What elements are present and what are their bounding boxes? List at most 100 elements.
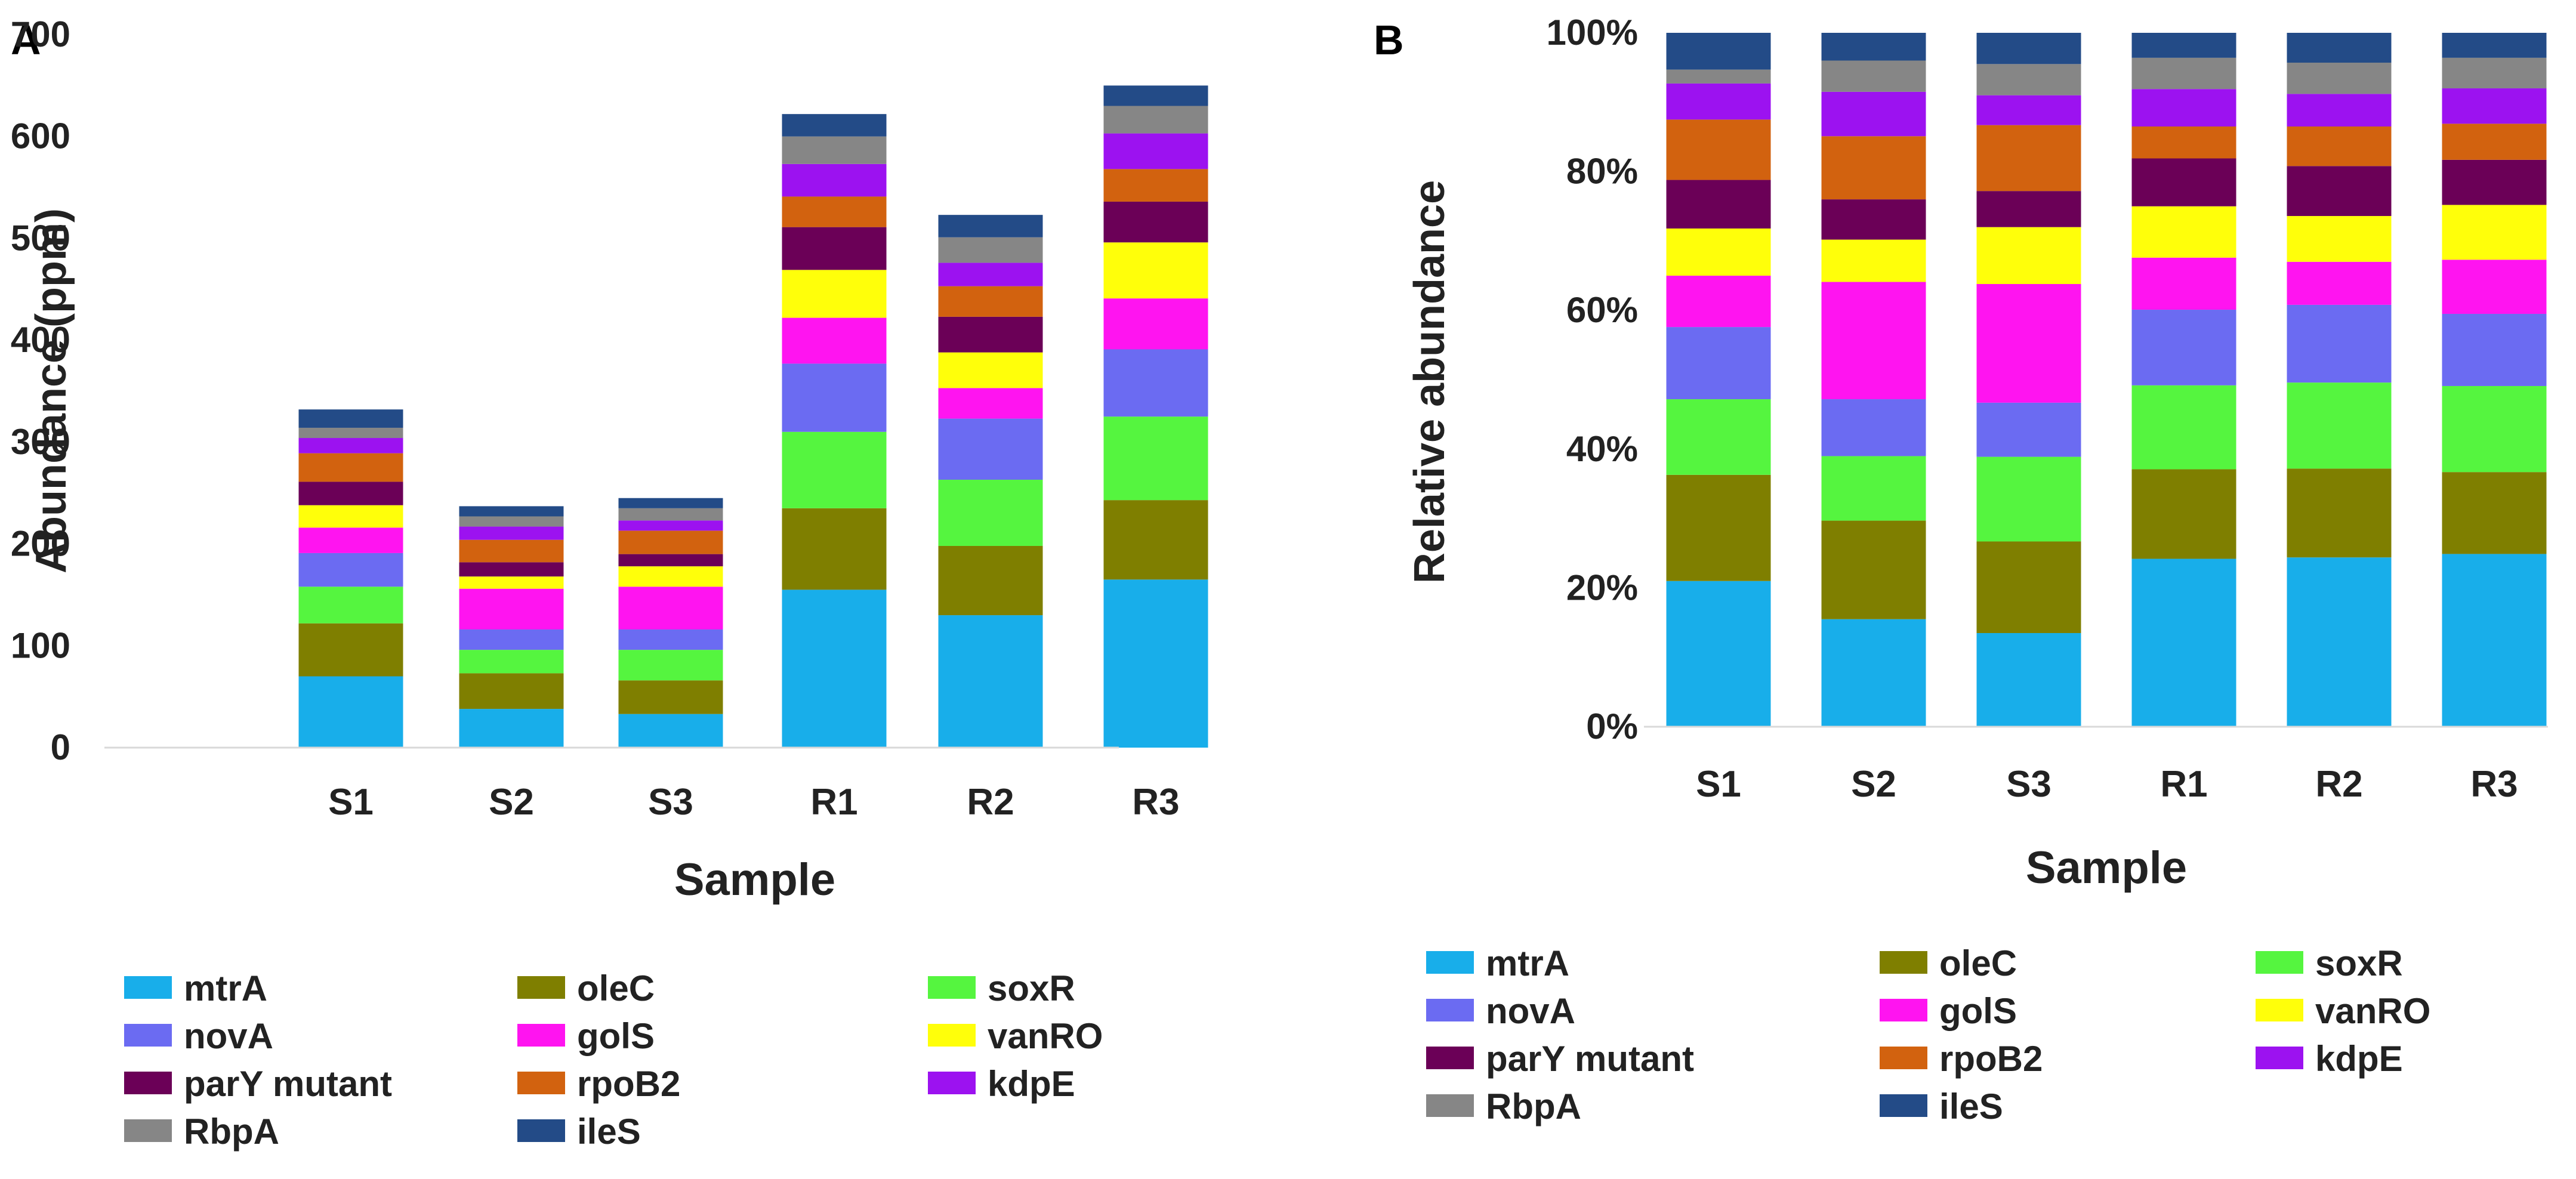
bar-segment-b-R2-vanRO: [2287, 216, 2392, 262]
bar-segment-a-S1-mtrA: [298, 676, 403, 748]
bar-segment-a-S1-golS: [298, 527, 403, 553]
bar-segment-b-R1-mtrA: [2131, 558, 2236, 727]
bar-segment-a-S3-rpoB2: [618, 530, 723, 554]
bar-segment-b-S2-ileS: [1821, 33, 1926, 61]
bar-segment-b-S1-oleC: [1666, 474, 1771, 581]
bar-segment-b-R2-novA: [2287, 304, 2392, 383]
bar-segment-b-R3-novA: [2442, 314, 2547, 386]
bar-segment-b-R3-vanRO: [2442, 205, 2547, 260]
bar-segment-a-R1-vanRO: [782, 270, 887, 318]
bar-segment-b-S3-novA: [1976, 402, 2081, 457]
legend-swatch-b: [1880, 1094, 1927, 1117]
bar-segment-b-R3-rpoB2: [2442, 124, 2547, 160]
legend-swatch-a: [928, 976, 976, 999]
x-tick-label-a: S1: [328, 782, 374, 823]
bar-segment-b-S1-vanRO: [1666, 228, 1771, 276]
bar-segment-b-S3-golS: [1976, 284, 2081, 403]
bar-segment-b-S1-kdpE: [1666, 83, 1771, 120]
bar-segment-b-S2-parY-mutant: [1821, 199, 1926, 240]
bar-segment-a-S3-parY-mutant: [618, 554, 723, 567]
y-tick-label-a: 200: [11, 524, 70, 564]
y-tick-label-b: 60%: [1566, 290, 1638, 330]
bar-segment-a-R2-parY-mutant: [938, 316, 1043, 353]
y-axis-title-a: Abundance (ppm): [27, 208, 75, 573]
legend-label-a: novA: [184, 1016, 273, 1056]
legend-swatch-a: [124, 976, 172, 999]
legend-swatch-b: [1426, 999, 1474, 1021]
bar-segment-a-R2-soxR: [938, 480, 1043, 546]
bar-segment-a-S2-vanRO: [459, 576, 564, 589]
y-tick-label-b: 100%: [1547, 13, 1638, 53]
bar-segment-b-R2-oleC: [2287, 468, 2392, 558]
bar-segment-a-S1-vanRO: [298, 505, 403, 528]
bar-segment-a-R1-soxR: [782, 431, 887, 508]
bar-segment-b-S1-golS: [1666, 276, 1771, 328]
legend-label-b: parY mutant: [1486, 1039, 1694, 1079]
bar-segment-a-R2-kdpE: [938, 263, 1043, 286]
bar-segment-a-R3-novA: [1103, 349, 1208, 417]
bar-segment-a-R1-oleC: [782, 508, 887, 590]
bar-segment-a-R3-vanRO: [1103, 242, 1208, 299]
bar-segment-b-R2-kdpE: [2287, 94, 2392, 127]
y-tick-label-a: 700: [11, 14, 70, 54]
x-tick-label-b: R3: [2470, 764, 2518, 805]
legend-swatch-a: [928, 1072, 976, 1094]
bar-segment-b-S1-RbpA: [1666, 69, 1771, 84]
bar-segment-a-S3-novA: [618, 629, 723, 650]
bar-segment-b-S1-novA: [1666, 327, 1771, 400]
legend-b: mtrA oleC soxR novA golS vanRO parY mutant rpoB…: [1426, 943, 2430, 1126]
bar-segment-b-R2-soxR: [2287, 382, 2392, 469]
x-axis-title-b: Sample: [2026, 842, 2187, 893]
x-tick-label-b: S3: [2006, 764, 2051, 805]
y-tick-label-b: 40%: [1566, 429, 1638, 469]
y-tick-label-a: 400: [11, 320, 70, 360]
chart-a: 0 100 200 300 400 500 600 700 S1 S2 S3 R1 R2 R3 Sample…: [11, 14, 1208, 1152]
bar-segment-a-R2-novA: [938, 418, 1043, 480]
bar-segment-b-S1-soxR: [1666, 399, 1771, 475]
y-tick-label-a: 100: [11, 625, 70, 665]
bar-segment-a-S3-oleC: [618, 680, 723, 714]
bar-segment-b-S1-rpoB2: [1666, 119, 1771, 180]
bar-segment-a-S1-kdpE: [298, 438, 403, 453]
y-axis-title-b: Relative abundance: [1406, 180, 1454, 584]
legend-swatch-b: [2256, 999, 2303, 1021]
legend-label-b: ileS: [1939, 1087, 2003, 1126]
legend-swatch-a: [124, 1072, 172, 1094]
bar-segment-a-S2-novA: [459, 629, 564, 650]
bar-segment-b-R1-parY-mutant: [2131, 158, 2236, 206]
bar-segment-b-S3-mtrA: [1976, 632, 2081, 727]
bar-segment-a-R3-kdpE: [1103, 133, 1208, 169]
bar-segment-a-R1-RbpA: [782, 136, 887, 164]
y-tick-label-b: 20%: [1566, 567, 1638, 607]
bar-segment-b-R1-novA: [2131, 310, 2236, 385]
bar-segment-a-R2-mtrA: [938, 615, 1043, 748]
y-tick-label-b: 0%: [1586, 706, 1638, 746]
bar-segment-a-R3-golS: [1103, 298, 1208, 350]
bar-segment-a-R3-rpoB2: [1103, 169, 1208, 202]
panel-a-letter: A: [11, 17, 41, 63]
chart-b: 0% 20% 40% 60% 80% 100% S1 S2 S3 R1 R2 R3 Sample Rela…: [1406, 13, 2548, 1126]
x-tick-label-b: S2: [1851, 764, 1896, 805]
bar-segment-a-S1-soxR: [298, 587, 403, 624]
bar-segment-b-S2-vanRO: [1821, 239, 1926, 282]
legend-label-a: mtrA: [184, 968, 267, 1008]
bar-segment-a-R3-mtrA: [1103, 579, 1208, 748]
bar-segment-b-S3-parY-mutant: [1976, 191, 2081, 227]
x-tick-label-b: S1: [1696, 764, 1741, 805]
legend-swatch-a: [517, 1024, 565, 1047]
bar-segment-a-S2-rpoB2: [459, 539, 564, 563]
bar-segment-b-S2-golS: [1821, 282, 1926, 400]
bar-segment-b-S2-oleC: [1821, 520, 1926, 619]
legend-a: mtrA oleC soxR novA golS vanRO parY mutant rpoB…: [124, 968, 1103, 1152]
bar-segment-a-S3-mtrA: [618, 714, 723, 748]
bar-segment-a-S1-parY-mutant: [298, 482, 403, 505]
bar-segment-a-R3-ileS: [1103, 85, 1208, 106]
bar-segment-a-S3-RbpA: [618, 508, 723, 521]
x-tick-label-a: R2: [967, 782, 1014, 823]
bar-segment-a-R1-rpoB2: [782, 196, 887, 227]
legend-label-a: ileS: [577, 1112, 641, 1152]
panel-b-letter: B: [1374, 17, 1404, 63]
legend-label-a: kdpE: [988, 1064, 1075, 1104]
